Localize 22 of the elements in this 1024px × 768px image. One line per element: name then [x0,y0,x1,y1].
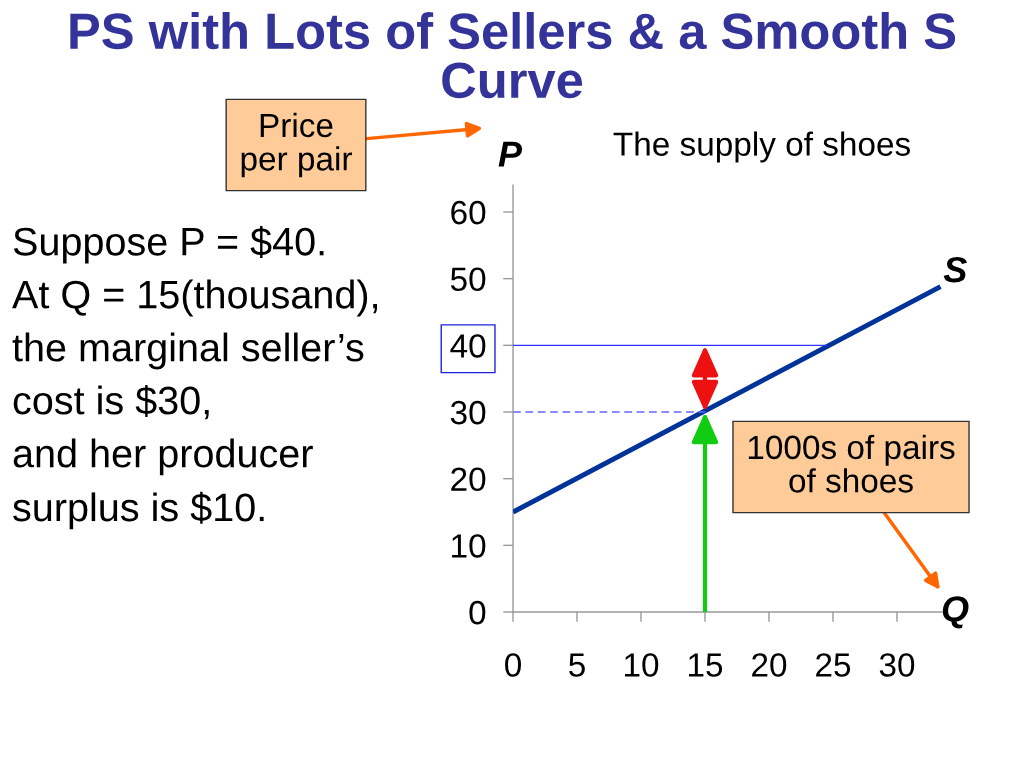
chart-subtitle: The supply of shoes [613,131,910,163]
x-tick-label: 15 [689,653,723,677]
y-tick-label: 40 [450,334,486,358]
series-label: S [943,256,967,283]
x-tick-label: 25 [816,653,851,677]
x-tick-label: 0 [505,653,521,677]
text: Price per pair [241,112,352,178]
y-tick-label: 10 [452,534,486,558]
y-tick-label: 60 [451,200,486,225]
x-tick-label: 30 [879,653,915,677]
y-axis-title: P [498,141,523,167]
y-tick-label: 30 [450,400,486,425]
chart-title: PS with Lots of Sellers & a Smooth S Curve [70,12,956,99]
x-tick-label: 5 [569,653,585,677]
x-tick-label: 10 [625,653,659,677]
x-axis-title: Q [942,596,969,629]
y-tick-label: 20 [451,467,486,492]
x-tick-label: 20 [752,653,787,677]
text: Suppose P = $40. At Q = 15(thousand), the marginal seller’s cost is $30, and her producer surplus is $10. [12,226,377,530]
annotation: 1000s of pairs of shoes [748,434,955,493]
y-tick-label: 50 [450,267,486,292]
y-tick-label: 0 [469,600,486,625]
